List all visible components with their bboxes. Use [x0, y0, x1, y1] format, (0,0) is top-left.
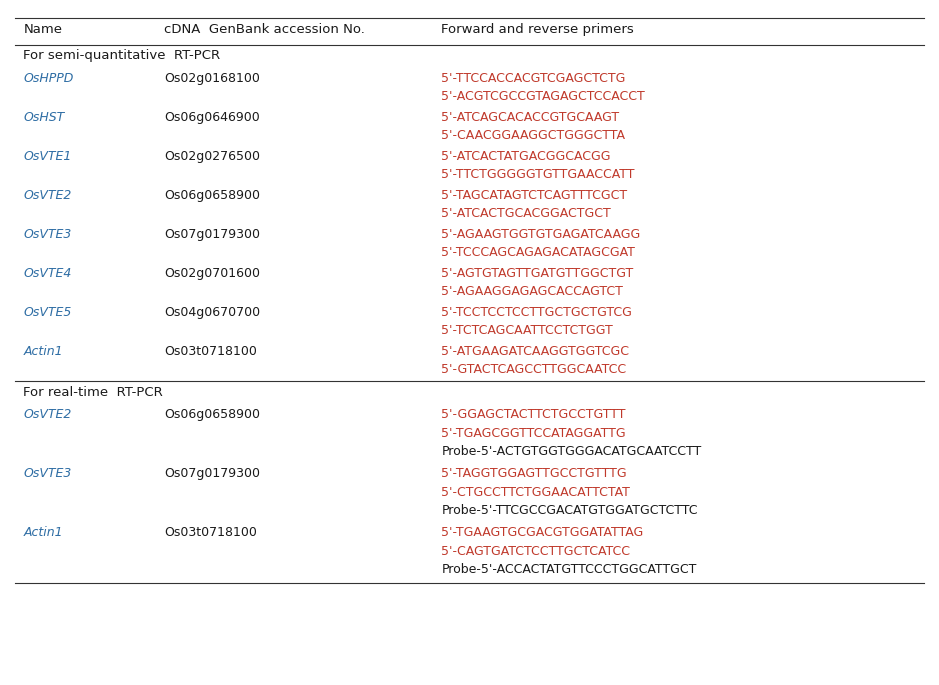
Text: 5'-TGAGCGGTTCCATAGGATTG: 5'-TGAGCGGTTCCATAGGATTG — [441, 427, 626, 440]
Text: 5'-TGAAGTGCGACGTGGATATTAG: 5'-TGAAGTGCGACGTGGATATTAG — [441, 527, 643, 540]
Text: cDNA  GenBank accession No.: cDNA GenBank accession No. — [164, 23, 365, 36]
Text: Os03t0718100: Os03t0718100 — [164, 345, 257, 358]
Text: 5'-ATGAAGATCAAGGTGGTCGC: 5'-ATGAAGATCAAGGTGGTCGC — [441, 345, 629, 358]
Text: Probe-5'-ACCACTATGTTCCCTGGCATTGCT: Probe-5'-ACCACTATGTTCCCTGGCATTGCT — [441, 564, 697, 577]
Text: Forward and reverse primers: Forward and reverse primers — [441, 23, 634, 36]
Text: 5'-ATCACTATGACGGCACGG: 5'-ATCACTATGACGGCACGG — [441, 150, 611, 163]
Text: 5'-CAACGGAAGGCTGGGCTTA: 5'-CAACGGAAGGCTGGGCTTA — [441, 129, 625, 142]
Text: 5'-ATCAGCACACCGTGCAAGT: 5'-ATCAGCACACCGTGCAAGT — [441, 111, 620, 124]
Text: Os02g0168100: Os02g0168100 — [164, 72, 260, 85]
Text: Os07g0179300: Os07g0179300 — [164, 467, 260, 480]
Text: 5'-TCCTCCTCCTTGCTGCTGTCG: 5'-TCCTCCTCCTTGCTGCTGTCG — [441, 306, 632, 319]
Text: OsVTE3: OsVTE3 — [23, 467, 72, 480]
Text: Probe-5'-ACTGTGGTGGGACATGCAATCCTT: Probe-5'-ACTGTGGTGGGACATGCAATCCTT — [441, 445, 701, 458]
Text: OsVTE4: OsVTE4 — [23, 267, 72, 280]
Text: Os06g0646900: Os06g0646900 — [164, 111, 260, 124]
Text: For semi-quantitative  RT-PCR: For semi-quantitative RT-PCR — [23, 49, 221, 62]
Text: OsHPPD: OsHPPD — [23, 72, 74, 85]
Text: Actin1: Actin1 — [23, 345, 63, 358]
Text: Os02g0701600: Os02g0701600 — [164, 267, 260, 280]
Text: 5'-GGAGCTACTTCTGCCTGTTT: 5'-GGAGCTACTTCTGCCTGTTT — [441, 408, 625, 421]
Text: Os02g0276500: Os02g0276500 — [164, 150, 260, 163]
Text: OsVTE2: OsVTE2 — [23, 408, 72, 421]
Text: 5'-TAGCATAGTCTCAGTTTCGCT: 5'-TAGCATAGTCTCAGTTTCGCT — [441, 189, 627, 202]
Text: Probe-5'-TTCGCCGACATGTGGATGCTCTTC: Probe-5'-TTCGCCGACATGTGGATGCTCTTC — [441, 504, 698, 517]
Text: OsVTE3: OsVTE3 — [23, 228, 72, 241]
Text: 5'-TCTCAGCAATTCCTCTGGT: 5'-TCTCAGCAATTCCTCTGGT — [441, 325, 613, 338]
Text: Os06g0658900: Os06g0658900 — [164, 408, 260, 421]
Text: Actin1: Actin1 — [23, 527, 63, 540]
Text: 5'-ACGTCGCCGTAGAGCTCCACCT: 5'-ACGTCGCCGTAGAGCTCCACCT — [441, 90, 645, 103]
Text: OsVTE1: OsVTE1 — [23, 150, 72, 163]
Text: Os07g0179300: Os07g0179300 — [164, 228, 260, 241]
Text: 5'-CAGTGATCTCCTTGCTCATCC: 5'-CAGTGATCTCCTTGCTCATCC — [441, 545, 630, 558]
Text: OsVTE2: OsVTE2 — [23, 189, 72, 202]
Text: 5'-AGAAGTGGTGTGAGATCAAGG: 5'-AGAAGTGGTGTGAGATCAAGG — [441, 228, 640, 241]
Text: 5'-TCCCAGCAGAGACATAGCGAT: 5'-TCCCAGCAGAGACATAGCGAT — [441, 247, 635, 260]
Text: 5'-AGAAGGAGAGCACCAGTCT: 5'-AGAAGGAGAGCACCAGTCT — [441, 286, 623, 299]
Text: Os03t0718100: Os03t0718100 — [164, 527, 257, 540]
Text: 5'-TTCTGGGGGTGTTGAACCATT: 5'-TTCTGGGGGTGTTGAACCATT — [441, 169, 635, 182]
Text: 5'-TTCCACCACGTCGAGCTCTG: 5'-TTCCACCACGTCGAGCTCTG — [441, 72, 625, 85]
Text: OsVTE5: OsVTE5 — [23, 306, 72, 319]
Text: 5'-CTGCCTTCTGGAACATTCTAT: 5'-CTGCCTTCTGGAACATTCTAT — [441, 486, 630, 499]
Text: For real-time  RT-PCR: For real-time RT-PCR — [23, 386, 163, 399]
Text: Os04g0670700: Os04g0670700 — [164, 306, 260, 319]
Text: 5'-AGTGTAGTTGATGTTGGCTGT: 5'-AGTGTAGTTGATGTTGGCTGT — [441, 267, 634, 280]
Text: 5'-GTACTCAGCCTTGGCAATCC: 5'-GTACTCAGCCTTGGCAATCC — [441, 364, 626, 377]
Text: 5'-ATCACTGCACGGACTGCT: 5'-ATCACTGCACGGACTGCT — [441, 208, 611, 221]
Text: Os06g0658900: Os06g0658900 — [164, 189, 260, 202]
Text: OsHST: OsHST — [23, 111, 65, 124]
Text: 5'-TAGGTGGAGTTGCCTGTTTG: 5'-TAGGTGGAGTTGCCTGTTTG — [441, 467, 627, 480]
Text: Name: Name — [23, 23, 63, 36]
